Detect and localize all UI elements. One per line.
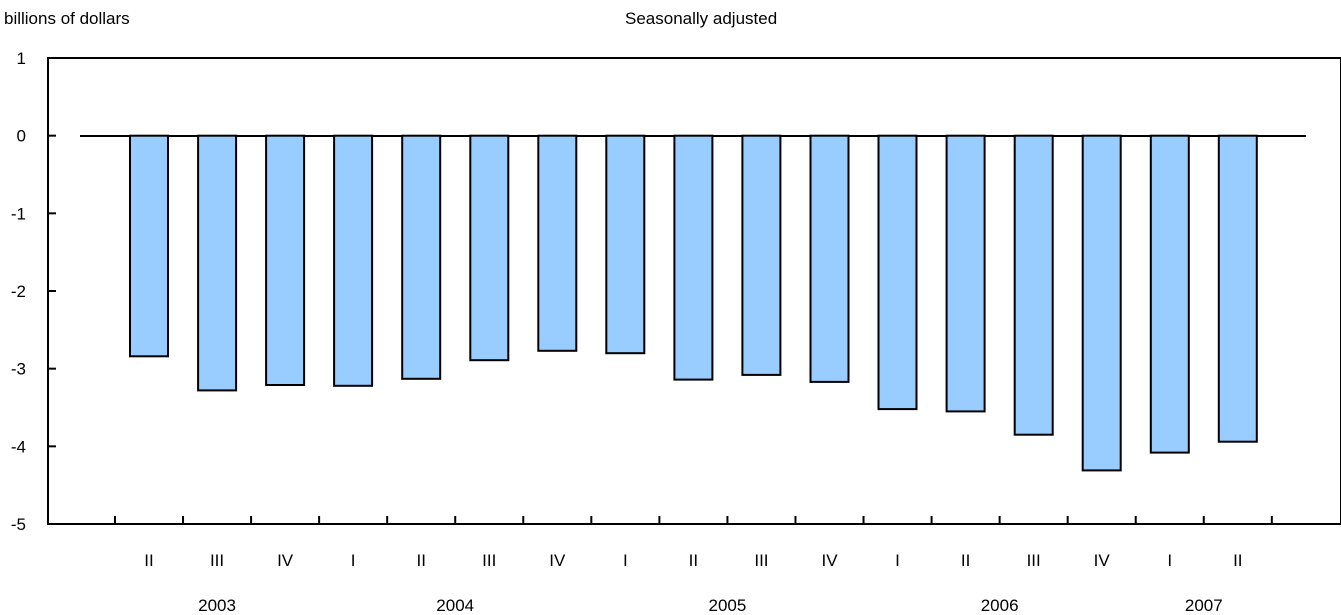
- bar: [333, 134, 374, 387]
- x-tick-label: II: [689, 551, 698, 570]
- bar: [197, 134, 238, 392]
- bar: [1013, 134, 1054, 436]
- y-tick-label: -2: [11, 282, 26, 301]
- x-tick-label: IV: [277, 551, 294, 570]
- year-label: 2005: [709, 596, 747, 615]
- bar: [1149, 134, 1190, 454]
- year-label: 2004: [436, 596, 474, 615]
- y-tick-label: 1: [17, 49, 26, 68]
- y-axis-ticks: 1 0 -1 -2 -3 -4 -5: [11, 49, 56, 534]
- x-tick-label: III: [1027, 551, 1041, 570]
- x-tick-label: II: [144, 551, 153, 570]
- x-tick-label: III: [754, 551, 768, 570]
- y-tick-label: 0: [17, 127, 26, 146]
- x-tick-label: IV: [1094, 551, 1111, 570]
- x-tick-label: IV: [821, 551, 838, 570]
- x-axis-quarter-labels: II III IV I II III IV I II III IV I II III IV I II: [144, 551, 1242, 570]
- year-label: 2006: [981, 596, 1019, 615]
- bar: [129, 134, 169, 358]
- bar: [469, 134, 510, 362]
- x-tick-label: I: [895, 551, 900, 570]
- bar: [1217, 134, 1258, 443]
- bar: [401, 134, 442, 380]
- bar: [537, 134, 578, 352]
- y-tick-label: -5: [11, 515, 26, 534]
- bars: [129, 134, 1258, 472]
- year-label: 2003: [198, 596, 236, 615]
- bar: [877, 134, 918, 411]
- x-tick-label: II: [961, 551, 970, 570]
- x-axis-year-labels: 2003 2004 2005 2006 2007: [198, 596, 1223, 615]
- x-tick-label: I: [623, 551, 628, 570]
- y-axis-label: billions of dollars: [4, 9, 130, 28]
- bar: [741, 134, 782, 376]
- x-axis-ticks: [113, 516, 1273, 524]
- x-tick-label: III: [482, 551, 496, 570]
- y-tick-label: -3: [11, 360, 26, 379]
- x-tick-label: II: [416, 551, 425, 570]
- bar: [809, 134, 850, 383]
- bar: [265, 134, 306, 386]
- x-tick-label: I: [1167, 551, 1172, 570]
- bar: [945, 134, 986, 413]
- x-tick-label: III: [210, 551, 224, 570]
- x-tick-label: I: [351, 551, 356, 570]
- x-tick-label: II: [1233, 551, 1242, 570]
- x-tick-label: IV: [549, 551, 566, 570]
- bar: [605, 134, 646, 355]
- year-label: 2007: [1185, 596, 1223, 615]
- chart-subtitle: Seasonally adjusted: [625, 9, 778, 28]
- bar: [1081, 134, 1122, 472]
- bar: [673, 134, 714, 381]
- y-tick-label: -1: [11, 204, 26, 223]
- y-tick-label: -4: [11, 437, 26, 456]
